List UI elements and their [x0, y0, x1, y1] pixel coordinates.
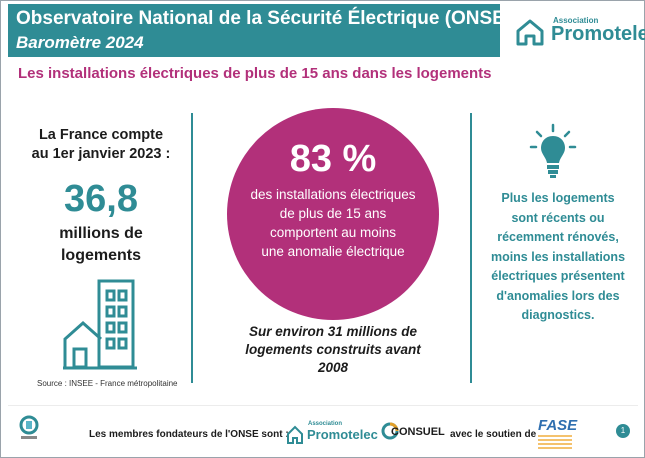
divider-right: [470, 113, 472, 383]
footer-support-label: avec le soutien de: [450, 429, 537, 440]
note-line: Sur environ 31 millions de: [248, 324, 418, 339]
stat-circle: 83 % des installations électriques de pl…: [227, 108, 439, 320]
page-subtitle: Baromètre 2024: [16, 33, 144, 52]
circle-description: des installations électriques de plus de…: [227, 185, 439, 261]
insight-line: moins les installations: [490, 249, 626, 264]
promotelec-logo: Association Promotelec: [513, 11, 645, 51]
left-intro-line: La France compte: [38, 127, 164, 143]
anomaly-percent: 83 %: [289, 138, 377, 180]
circle-line: de plus de 15 ans: [279, 206, 387, 221]
house-plug-icon: [516, 19, 544, 46]
left-intro: La France compte au 1er janvier 2023 :: [21, 126, 181, 164]
insight-line: Plus les logements: [501, 191, 615, 205]
circle-line: comportent au moins: [269, 225, 397, 240]
footer-promotelec-name: Promotelec: [307, 427, 378, 442]
housing-count: 36,8: [64, 178, 138, 220]
note-line: 2008: [317, 360, 349, 375]
center-note: Sur environ 31 millions de logements con…: [223, 323, 443, 377]
logo-association-label: Association: [553, 16, 599, 25]
footer-members-label: Les membres fondateurs de l'ONSE sont :: [89, 429, 289, 440]
logo-name: Promotelec: [551, 23, 645, 45]
footer-association-label: Association: [308, 421, 343, 427]
fase-tagline-graphic: [538, 435, 572, 451]
note-line: logements construits avant: [245, 342, 421, 357]
left-column: La France compte au 1er janvier 2023 : 3…: [21, 126, 181, 267]
source-note: Source : INSEE - France métropolitaine: [37, 379, 178, 388]
insight-line: d'anomalies lors des: [496, 288, 620, 303]
circle-line: des installations électriques: [250, 187, 416, 202]
fase-name: FASE: [538, 417, 578, 434]
unit-line: logements: [60, 247, 141, 264]
section-title: Les installations électriques de plus de…: [18, 65, 492, 82]
insight-line: sont récents ou: [511, 210, 605, 225]
insight-line: récemment rénovés,: [497, 230, 619, 244]
unit-line: millions de: [59, 225, 143, 242]
insight-line: diagnostics.: [521, 308, 595, 322]
page-title: Observatoire National de la Sécurité Éle…: [16, 8, 512, 29]
insight-line: électriques présentent: [491, 269, 625, 283]
page-number-badge: 1: [616, 424, 630, 438]
house-plug-icon: [287, 425, 303, 444]
divider-left: [191, 113, 193, 383]
left-intro-line: au 1er janvier 2023 :: [31, 146, 171, 162]
header-bar: [8, 4, 500, 57]
consuel-name: CONSUEL: [391, 426, 445, 438]
onse-logo-icon: [19, 415, 39, 439]
right-insight: Plus les logements sont récents ou récem…: [479, 189, 637, 326]
circle-line: une anomalie électrique: [261, 244, 405, 259]
lightbulb-icon: [529, 123, 577, 178]
housing-unit: millions de logements: [21, 223, 181, 267]
buildings-icon: [63, 279, 137, 370]
consuel-icon: [381, 422, 399, 440]
footer-divider: [8, 405, 638, 406]
